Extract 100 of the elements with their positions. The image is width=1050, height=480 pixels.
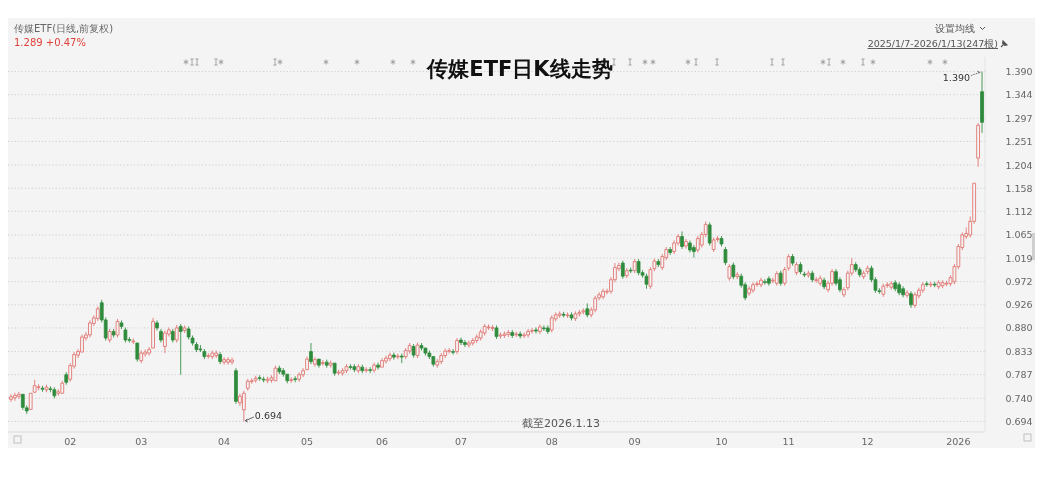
- candlestick: [506, 329, 511, 338]
- candlestick: [861, 270, 866, 280]
- candlestick: [163, 330, 167, 354]
- text: 设置均线: [935, 23, 975, 34]
- candlestick: [218, 351, 223, 365]
- candlestick: [668, 246, 673, 256]
- candlestick: [64, 371, 69, 386]
- y-tick-label: 1.065: [1005, 229, 1033, 241]
- candlestick: [577, 309, 582, 317]
- candlestick: [210, 350, 215, 360]
- candlestick: [95, 305, 100, 322]
- candlestick: [178, 323, 183, 376]
- candlestick: [376, 362, 380, 371]
- candlestick: [372, 362, 376, 374]
- x-tick-label: 05: [300, 436, 314, 447]
- candlestick: [490, 324, 495, 332]
- candlestick: [242, 390, 246, 422]
- x-tick-label: 2026: [946, 436, 971, 447]
- candlestick: [380, 357, 384, 368]
- candlestick: [976, 122, 980, 168]
- candlestick: [936, 279, 941, 290]
- candlestick: [897, 281, 901, 296]
- candlestick: [585, 302, 590, 318]
- candlestick: [52, 386, 57, 399]
- candlestick: [889, 280, 894, 291]
- candlestick: [928, 281, 933, 288]
- candlestick: [293, 375, 298, 383]
- candlestick: [853, 261, 858, 273]
- candlestick: [289, 376, 294, 384]
- y-tick-label: 1.390: [1005, 66, 1033, 78]
- candlestick: [245, 378, 250, 392]
- candlestick: [309, 342, 313, 365]
- candlestick: [352, 363, 357, 373]
- candlestick: [767, 275, 771, 287]
- candlestick: [277, 365, 282, 375]
- candlestick: [214, 350, 219, 359]
- candlestick: [135, 342, 140, 363]
- candlestick: [447, 347, 451, 355]
- candlestick: [569, 311, 574, 321]
- candlestick: [395, 353, 400, 360]
- candlestick: [368, 366, 373, 374]
- candlestick: [711, 237, 716, 253]
- candlestick: [159, 328, 163, 343]
- candlestick: [692, 244, 696, 258]
- x-tick-label: 03: [135, 436, 148, 447]
- candlestick: [778, 270, 783, 287]
- candlestick: [561, 311, 566, 318]
- candlestick: [932, 281, 937, 288]
- candlestick: [530, 327, 534, 334]
- y-tick-label: 0.740: [1005, 392, 1033, 404]
- candlestick: [924, 280, 929, 288]
- candlestick: [392, 352, 396, 361]
- candlestick: [317, 358, 321, 369]
- candlestick: [913, 291, 917, 309]
- candlestick: [328, 360, 333, 369]
- y-tick-label: 1.158: [1005, 182, 1033, 194]
- candlestick: [794, 261, 799, 276]
- candlestick: [901, 285, 905, 298]
- candlestick: [88, 319, 92, 338]
- candlestick: [384, 355, 388, 365]
- candlestick: [581, 307, 586, 315]
- candlestick: [139, 350, 144, 364]
- candlestick: [818, 275, 823, 287]
- candlestick: [36, 383, 41, 391]
- candlestick: [656, 258, 661, 268]
- candlestick: [707, 221, 712, 246]
- candlestick: [348, 363, 353, 371]
- candlestick: [32, 379, 37, 393]
- candlestick: [336, 369, 341, 376]
- candlestick: [324, 359, 329, 369]
- candlestick: [415, 342, 420, 359]
- candlestick: [526, 328, 530, 338]
- x-tick-label: 04: [218, 436, 231, 447]
- candlestick: [909, 290, 913, 309]
- candlestick: [463, 339, 467, 348]
- candlestick: [810, 270, 815, 283]
- candlestick: [261, 376, 266, 383]
- x-tick-label: 07: [454, 436, 468, 447]
- chart-title: 传媒ETF日K线走势: [426, 57, 613, 81]
- candlestick: [332, 362, 337, 377]
- candlestick: [534, 327, 538, 334]
- candlestick: [467, 340, 471, 348]
- candlestick: [115, 318, 120, 338]
- candlestick: [763, 278, 767, 286]
- candlestick: [455, 337, 459, 355]
- candlestick: [411, 343, 416, 359]
- candlestick: [644, 273, 649, 290]
- candlestick: [695, 235, 700, 253]
- candlestick: [44, 384, 49, 393]
- candlestick: [403, 347, 408, 360]
- candlestick: [774, 270, 779, 287]
- y-tick-label: 1.112: [1005, 205, 1033, 217]
- candlestick: [182, 325, 187, 334]
- y-tick-label: 0.880: [1005, 322, 1033, 334]
- candlestick: [60, 380, 65, 394]
- annotation: 1.390: [942, 71, 971, 83]
- candlestick: [486, 324, 491, 331]
- x-tick-label: 12: [861, 436, 874, 447]
- candlestick: [364, 366, 369, 374]
- candlestick: [565, 311, 570, 319]
